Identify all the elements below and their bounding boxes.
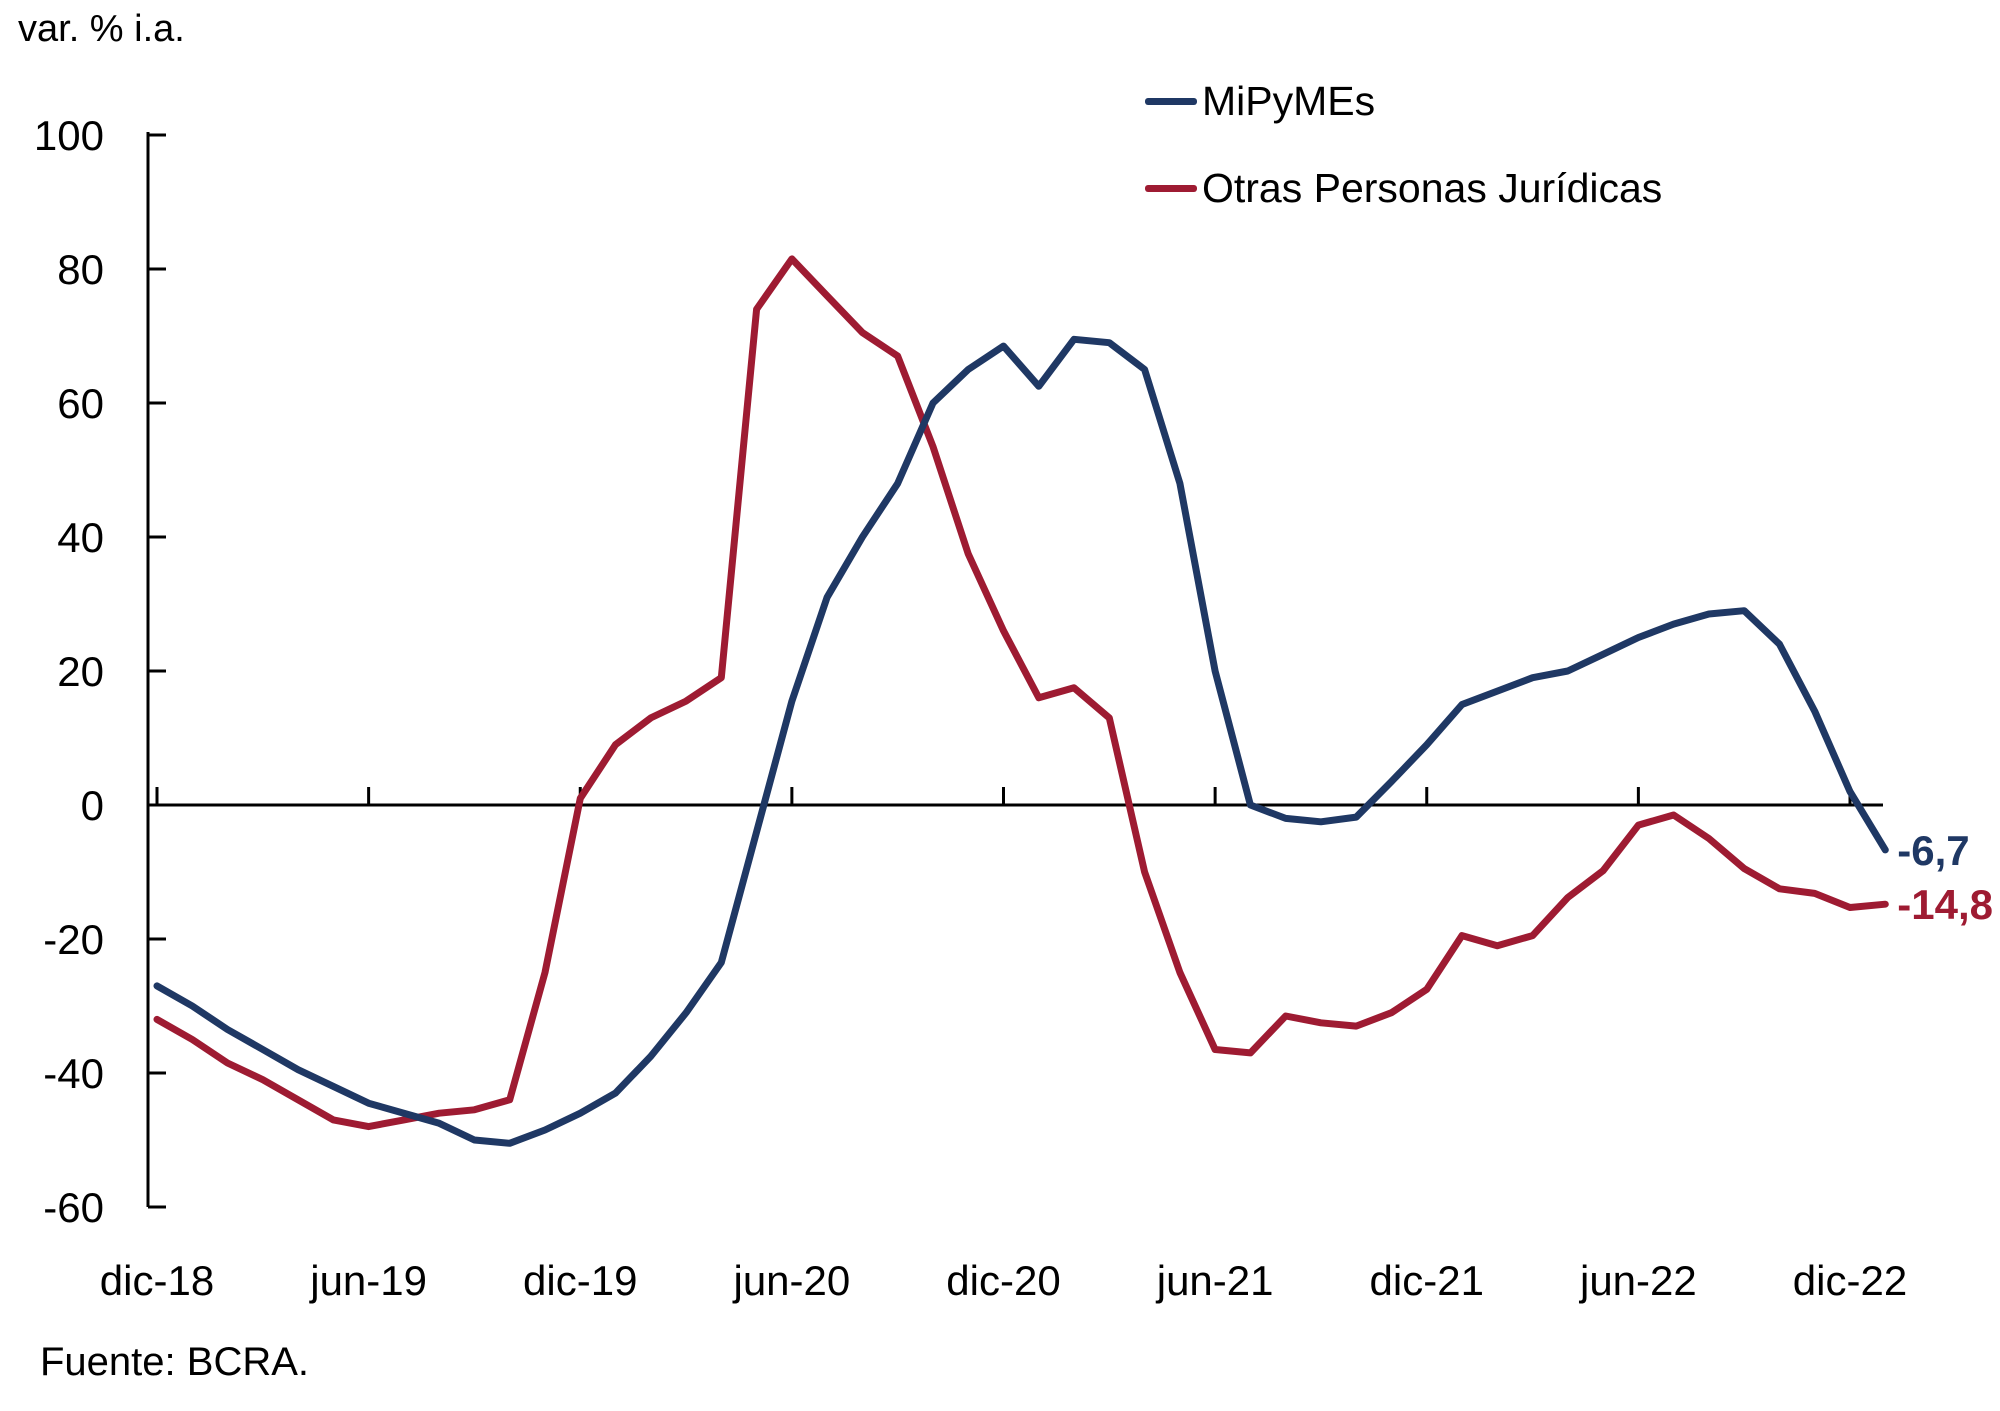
legend-label-mipymes: MiPyMEs [1202, 77, 1376, 124]
x-tick-label: dic-19 [523, 1257, 637, 1304]
series-end-label-otras: -14,8 [1897, 881, 1993, 928]
y-tick-label: -40 [43, 1050, 104, 1097]
y-tick-label: -60 [43, 1184, 104, 1231]
x-tick-label: dic-22 [1793, 1257, 1907, 1304]
legend: MiPyMEs Otras Personas Jurídicas [1145, 70, 1662, 244]
source-note: Fuente: BCRA. [40, 1340, 310, 1384]
series-line-mipymes [153, 335, 1889, 1147]
y-tick-label: 40 [57, 514, 104, 561]
x-tick-label: jun-21 [1155, 1257, 1274, 1304]
y-tick-label: -20 [43, 916, 104, 963]
legend-line-mipymes-icon [1145, 97, 1197, 105]
y-tick-label: 100 [34, 112, 104, 159]
legend-item-otras: Otras Personas Jurídicas [1145, 157, 1662, 219]
y-tick-label: 20 [57, 648, 104, 695]
x-tick-label: dic-21 [1370, 1257, 1484, 1304]
series-line-otras [153, 255, 1889, 1131]
legend-line-otras-icon [1145, 184, 1197, 192]
x-tick-label: dic-20 [946, 1257, 1060, 1304]
x-tick-label: jun-19 [308, 1257, 427, 1304]
y-tick-label: 60 [57, 380, 104, 427]
x-tick-label: dic-18 [100, 1257, 214, 1304]
y-tick-label: 80 [57, 246, 104, 293]
legend-item-mipymes: MiPyMEs [1145, 70, 1662, 132]
legend-label-otras: Otras Personas Jurídicas [1202, 164, 1663, 211]
x-tick-label: jun-20 [731, 1257, 850, 1304]
x-tick-label: jun-22 [1578, 1257, 1697, 1304]
series-end-label-mipymes: -6,7 [1897, 827, 1969, 874]
y-tick-label: 0 [81, 782, 104, 829]
y-axis-unit-label: var. % i.a. [18, 8, 185, 50]
